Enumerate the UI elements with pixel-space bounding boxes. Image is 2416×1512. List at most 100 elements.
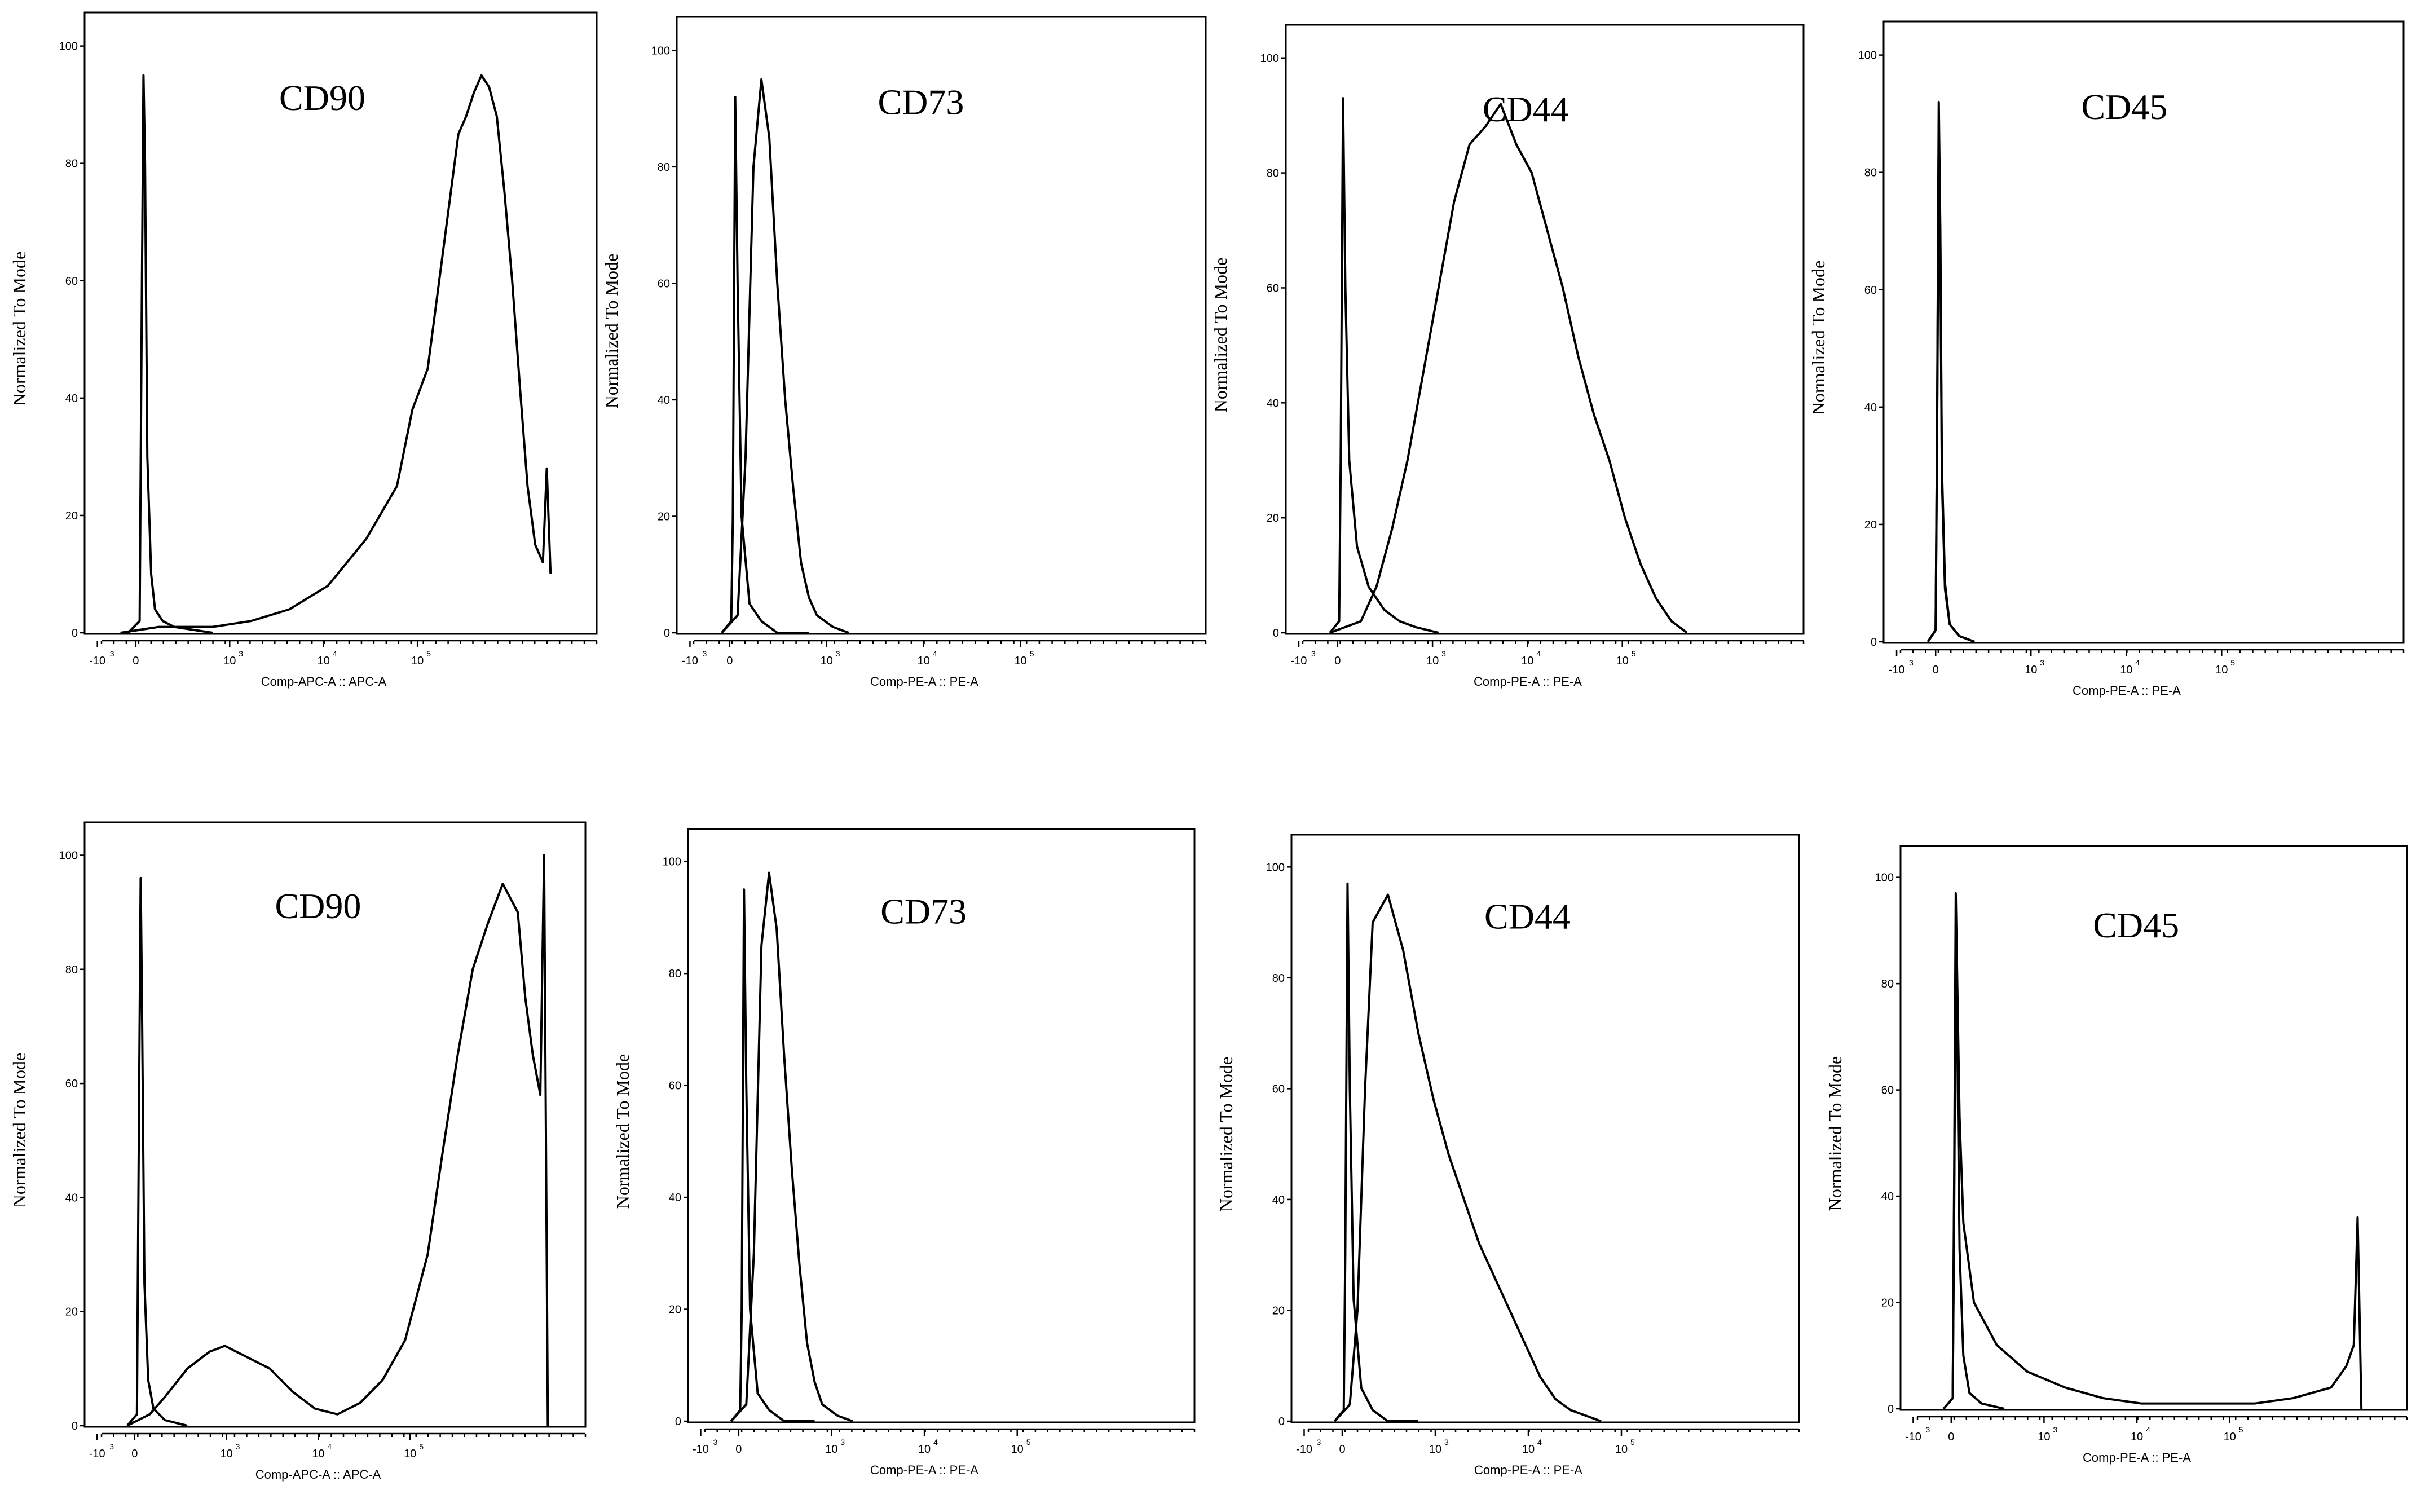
y-tick-label: 20 [669,1304,681,1316]
x-tick-label: 0 [1948,1431,1954,1443]
x-axis-label: Comp-APC-A :: APC-A [255,1467,381,1482]
y-tick-label: 60 [1272,1083,1285,1095]
y-tick-label: 60 [658,277,670,290]
x-tick-exponent: 5 [2230,658,2235,667]
y-tick-label: 80 [65,964,78,976]
y-tick-label: 100 [651,45,670,57]
x-tick-exponent: 3 [1925,1425,1930,1434]
x-tick-label: -10 [89,655,105,667]
x-tick-exponent: 3 [236,1442,240,1451]
y-tick-label: 80 [669,968,681,980]
x-tick-exponent: 3 [2053,1425,2057,1434]
x-tick-label: 10 [2038,1431,2050,1443]
y-tick-label: 100 [663,856,681,869]
x-axis-label: Comp-PE-A :: PE-A [2073,684,2181,698]
series-cd45 [1926,124,1976,643]
series-control [721,95,809,634]
y-tick-label: 100 [1266,861,1285,874]
plot-frame [1285,24,1805,635]
y-tick-label: 60 [669,1080,681,1092]
x-tick-label: 10 [312,1448,324,1460]
y-tick-label: 0 [1871,636,1877,649]
y-tick-label: 100 [1260,52,1279,65]
y-tick-label: 0 [675,1416,681,1428]
y-tick-label: 100 [59,849,78,862]
x-tick-exponent: 5 [1026,1438,1031,1447]
y-tick-label: 40 [658,394,670,407]
x-tick-exponent: 3 [2040,658,2044,667]
x-tick-label: 10 [1011,1443,1024,1456]
x-tick-exponent: 3 [1909,658,1914,667]
y-tick-label: 80 [1881,978,1894,990]
x-tick-label: 10 [918,1443,931,1456]
plot-frame [1882,20,2405,644]
x-tick-label: 10 [1521,655,1533,667]
x-tick-label: -10 [1296,1443,1312,1456]
x-axis-label: Comp-PE-A :: PE-A [870,1463,978,1477]
y-tick-label: 0 [1278,1416,1285,1428]
x-tick-label: 10 [404,1448,416,1460]
x-tick-label: 10 [411,655,424,667]
x-tick-label: 10 [220,1448,232,1460]
x-tick-exponent: 3 [1317,1438,1321,1447]
x-tick-label: 10 [2025,664,2037,676]
x-tick-label: 10 [1426,655,1439,667]
x-tick-label: 0 [131,1448,138,1460]
marker-label: CD90 [279,78,365,118]
x-tick-label: 10 [1615,1443,1628,1456]
x-tick-exponent: 3 [713,1438,717,1447]
y-tick-label: 20 [1864,519,1877,531]
x-tick-label: -10 [1905,1431,1921,1443]
x-tick-label: 10 [2131,1431,2143,1443]
x-tick-label: -10 [1889,664,1905,676]
x-tick-label: 10 [1015,655,1027,667]
x-axis-label: Comp-PE-A :: PE-A [1474,675,1582,689]
series-cd90 [120,74,552,634]
y-tick-label: 60 [65,1078,78,1090]
x-tick-label: 10 [1429,1443,1441,1456]
marker-label: CD44 [1484,897,1571,937]
y-tick-label: 20 [65,1306,78,1319]
y-tick-label: 40 [65,1192,78,1204]
y-tick-label: 40 [1864,402,1877,414]
y-tick-label: 60 [1881,1085,1894,1097]
x-tick-label: 0 [133,655,139,667]
y-axis-label: Normalized To Mode [1825,1056,1845,1211]
x-tick-label: 10 [2215,664,2228,676]
x-tick-label: 0 [735,1443,742,1456]
x-axis-label: Comp-PE-A :: PE-A [2083,1451,2191,1465]
x-tick-label: 0 [726,655,733,667]
x-tick-exponent: 4 [2135,658,2140,667]
x-tick-exponent: 3 [840,1438,845,1447]
y-tick-label: 80 [1267,167,1279,180]
y-axis-label: Normalized To Mode [1216,1057,1236,1211]
plot-frame [1899,845,2408,1411]
x-tick-label: 10 [825,1443,837,1456]
x-axis-label: Comp-PE-A :: PE-A [870,675,978,689]
y-axis-label: Normalized To Mode [1210,258,1231,412]
x-tick-exponent: 5 [1030,649,1034,658]
y-tick-label: 0 [664,627,670,640]
y-tick-label: 0 [1273,627,1279,640]
x-tick-exponent: 4 [933,649,937,658]
series-cd45 [1942,892,2363,1410]
y-axis-label: Normalized To Mode [9,252,29,406]
plot-frame [676,16,1207,635]
marker-label: CD45 [2093,905,2179,945]
y-tick-label: 40 [669,1192,681,1204]
marker-label: CD45 [2081,87,2167,127]
y-axis-label: Normalized To Mode [1808,261,1828,415]
y-tick-label: 20 [1272,1304,1285,1317]
series-control [1329,97,1439,634]
series-control [1333,882,1418,1422]
x-tick-label: 10 [918,655,930,667]
y-tick-label: 20 [1881,1297,1894,1310]
x-tick-exponent: 4 [1537,1438,1542,1447]
y-tick-label: 40 [1272,1194,1285,1206]
y-tick-label: 40 [1881,1191,1894,1203]
